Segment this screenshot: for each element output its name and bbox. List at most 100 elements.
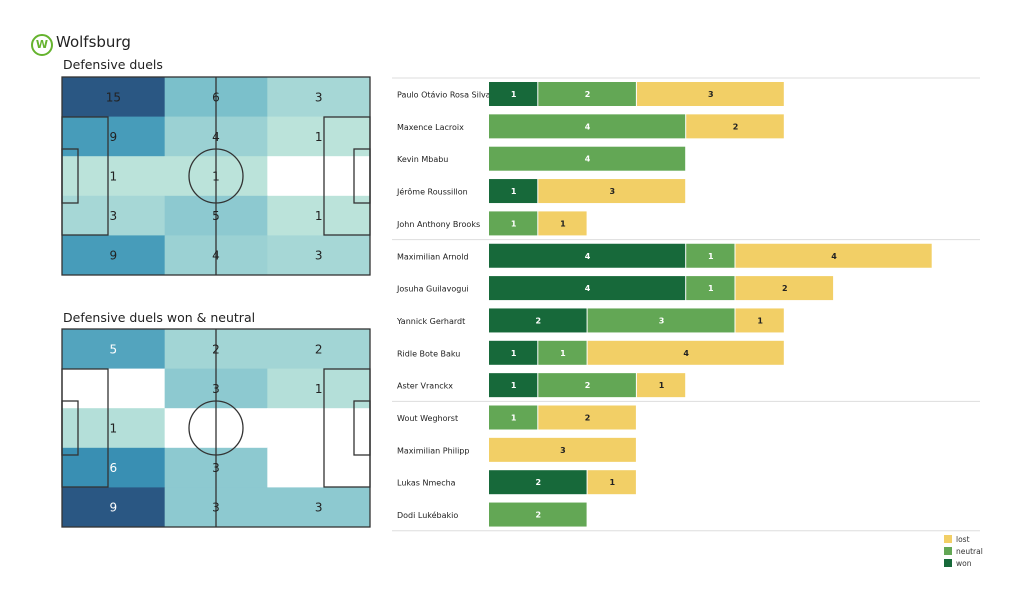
bar-value-label: 3 — [659, 316, 665, 325]
bar-value-label: 4 — [585, 252, 591, 261]
bar-value-label: 1 — [560, 349, 566, 358]
cell-value-label: 2 — [315, 342, 323, 356]
bar-value-label: 1 — [659, 381, 665, 390]
legend-label-lost: lost — [956, 535, 970, 544]
cell-value-label: 3 — [110, 209, 118, 223]
heatmap-cell — [267, 195, 371, 236]
player-name-label: Dodi Lukébakio — [397, 510, 458, 520]
bar-value-label: 2 — [782, 284, 788, 293]
bar-value-label: 1 — [511, 219, 517, 228]
bar-segment-neutral — [489, 502, 587, 527]
bar-value-label: 2 — [733, 122, 739, 131]
cell-value-label: 3 — [315, 249, 323, 263]
bar-value-label: 4 — [585, 122, 591, 131]
bar-segment-won — [489, 470, 587, 495]
bar-value-label: 1 — [511, 381, 517, 390]
bar-value-label: 3 — [609, 187, 615, 196]
bar-segment-won — [489, 82, 538, 106]
bar-value-label: 3 — [708, 90, 714, 99]
heatmap-cell — [62, 77, 166, 118]
pitch-1-title: Defensive duels — [63, 57, 163, 72]
bar-segment-lost — [735, 243, 932, 268]
bar-value-label: 1 — [609, 478, 615, 487]
player-name-label: Wout Weghorst — [397, 414, 458, 423]
heatmap-cell — [267, 116, 371, 157]
cell-value-label: 1 — [315, 130, 323, 144]
bar-segment-lost — [686, 114, 784, 139]
heatmap-cell — [62, 368, 166, 409]
player-name-label: Aster Vranckx — [397, 382, 453, 391]
heatmap-cell — [267, 329, 371, 370]
legend-swatch-won — [944, 559, 952, 567]
bar-value-label: 2 — [536, 511, 542, 520]
cell-value-label: 6 — [212, 90, 220, 104]
bar-segment-lost — [587, 470, 636, 495]
heatmap-cell — [62, 487, 166, 528]
bar-segment-lost — [538, 405, 636, 430]
bar-value-label: 1 — [708, 252, 714, 261]
heatmap-cell — [62, 156, 166, 197]
heatmap-cell — [62, 447, 166, 488]
legend-label-won: won — [956, 559, 972, 568]
bar-value-label: 1 — [708, 284, 714, 293]
bar-value-label: 1 — [560, 219, 566, 228]
cell-value-label: 3 — [315, 90, 323, 104]
bar-segment-neutral — [489, 211, 538, 236]
bar-value-label: 4 — [585, 155, 591, 164]
bar-value-label: 4 — [831, 252, 837, 261]
bar-segment-lost — [636, 82, 784, 106]
right-goal-area — [353, 400, 371, 456]
bar-segment-neutral — [538, 340, 587, 365]
heatmap-cell — [62, 116, 166, 157]
wolfsburg-logo: W — [31, 34, 53, 56]
bar-value-label: 1 — [511, 187, 517, 196]
bar-value-label: 2 — [536, 478, 542, 487]
bar-value-label: 2 — [585, 381, 591, 390]
cell-value-label: 1 — [110, 170, 118, 184]
player-name-label: Jérôme Roussillon — [396, 187, 468, 197]
logo-letter: W — [35, 38, 49, 51]
bar-value-label: 2 — [585, 414, 591, 423]
bar-segment-lost — [735, 308, 784, 333]
player-name-label: Josuha Guilavogui — [396, 285, 469, 294]
heatmap-cell — [267, 487, 371, 528]
player-name-label: Maximilian Arnold — [397, 252, 469, 261]
bar-segment-neutral — [489, 405, 538, 430]
bar-value-label: 1 — [511, 349, 517, 358]
player-name-label: John Anthony Brooks — [396, 220, 480, 229]
bar-value-label: 1 — [511, 90, 517, 99]
bar-segment-neutral — [587, 308, 735, 333]
center-circle — [188, 148, 244, 204]
cell-value-label: 4 — [212, 249, 220, 263]
left-goal-area — [61, 400, 79, 456]
bar-segment-lost — [587, 340, 784, 365]
legend-swatch-neutral — [944, 547, 952, 555]
player-name-label: Maximilian Philipp — [397, 446, 469, 455]
cell-value-label: 1 — [315, 382, 323, 396]
bar-segment-won — [489, 243, 686, 268]
cell-value-label: 1 — [315, 209, 323, 223]
bar-segment-neutral — [489, 146, 686, 171]
bar-segment-lost — [538, 179, 686, 204]
heatmap-cell — [267, 368, 371, 409]
bar-value-label: 1 — [511, 414, 517, 423]
cell-value-label: 3 — [212, 382, 220, 396]
heatmap-cell — [62, 329, 166, 370]
cell-value-label: 3 — [212, 461, 220, 475]
bar-segment-won — [489, 340, 538, 365]
legend-label-neutral: neutral — [956, 547, 983, 556]
cell-value-label: 5 — [212, 209, 220, 223]
cell-value-label: 4 — [212, 130, 220, 144]
right-goal-area — [353, 148, 371, 204]
bar-segment-neutral — [538, 373, 636, 398]
bar-segment-won — [489, 179, 538, 204]
cell-value-label: 15 — [106, 90, 121, 104]
heatmap-cell — [62, 408, 166, 449]
bar-segment-neutral — [686, 243, 735, 268]
player-name-label: Ridle Bote Baku — [397, 349, 460, 358]
bar-segment-lost — [489, 437, 636, 462]
bar-value-label: 2 — [585, 90, 591, 99]
center-circle — [188, 400, 244, 456]
player-name-label: Kevin Mbabu — [397, 155, 448, 164]
